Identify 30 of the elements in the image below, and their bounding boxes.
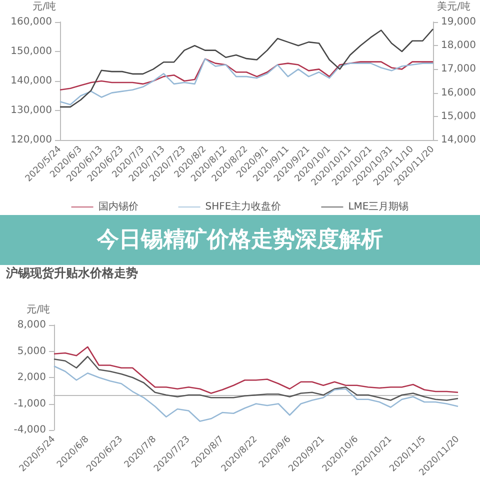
y-tick-label: 2,000 [17, 372, 46, 384]
chart-title: 沪锡现货升贴水价格走势 [5, 266, 138, 280]
line-series [53, 365, 459, 422]
y-axis-title: 元/吨 [32, 0, 56, 12]
y-tick-label: 5,000 [17, 346, 46, 357]
y-tick-label: 150,000 [10, 46, 52, 57]
legend-label: SHFE主力收盘价 [205, 200, 282, 212]
legend-label: LME三月期锡 [348, 200, 409, 212]
y-tick-label: 160,000 [10, 16, 52, 28]
y2-tick-label: 16,000 [441, 87, 476, 98]
y2-tick-label: 14,000 [441, 134, 476, 146]
line-series [59, 28, 434, 108]
line-series [59, 58, 434, 106]
y-tick-label: 130,000 [10, 105, 52, 116]
y-tick-label: 8,000 [17, 320, 46, 330]
y-tick-label: 140,000 [10, 76, 52, 86]
line-series [53, 346, 459, 394]
y-axis-title: 元/吨 [26, 304, 50, 316]
line-series [53, 356, 459, 401]
y2-tick-label: 17,000 [441, 64, 476, 75]
y-tick-label: -1,000 [14, 398, 46, 410]
y-tick-label: -4,000 [14, 424, 46, 436]
y2-tick-label: 18,000 [441, 40, 476, 52]
text: 今日锡精矿价格走势深度解析 [96, 226, 383, 252]
y-tick-label: 120,000 [10, 134, 52, 146]
line-series [59, 58, 434, 90]
y2-tick-label: 15,000 [441, 110, 476, 122]
legend-label: 国内锡价 [98, 200, 138, 212]
y2-axis-title: 美元/吨 [437, 0, 470, 12]
y2-tick-label: 19,000 [441, 16, 476, 28]
